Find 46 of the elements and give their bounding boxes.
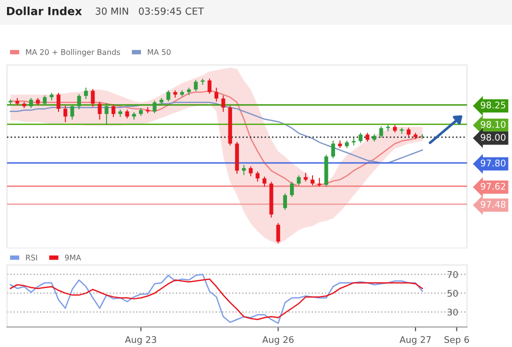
y-tick-label: 98.10 — [480, 121, 506, 128]
candlestick — [70, 104, 74, 120]
y-tick-label: 97.62 — [480, 182, 506, 190]
x-tick-label: Sep 6 — [444, 336, 469, 345]
candlestick — [296, 175, 301, 186]
y-tick-label: 97.80 — [480, 160, 506, 166]
candlestick — [290, 182, 294, 197]
candlestick — [256, 171, 260, 182]
candlestick — [358, 132, 363, 143]
y-tick-label: 30 — [448, 308, 458, 316]
x-tick-label: Aug 27 — [400, 336, 431, 345]
candlestick — [56, 92, 60, 112]
candlestick — [63, 106, 68, 122]
candlestick — [77, 94, 82, 110]
candlestick — [221, 95, 226, 112]
candlestick — [8, 99, 12, 106]
candlestick — [242, 165, 246, 176]
y-tick-label: 97.48 — [480, 200, 506, 208]
candlestick — [152, 100, 157, 114]
candlestick — [111, 104, 116, 118]
y-tick-label: 70 — [448, 271, 458, 278]
chart-subtitle: 30 MIN 03:59:45 CET — [96, 7, 204, 15]
candlestick — [317, 178, 322, 187]
chart-title: Dollar Index — [7, 6, 82, 16]
candlestick — [208, 78, 212, 94]
candlestick — [214, 88, 218, 102]
y-tick-label: 98.00 — [480, 134, 506, 141]
candlestick — [276, 223, 280, 244]
candlestick — [29, 98, 33, 108]
candlestick — [331, 140, 336, 158]
candlestick — [248, 166, 253, 176]
candlestick — [310, 175, 314, 186]
y-tick-label: 98.25 — [480, 102, 506, 109]
candlestick — [84, 88, 88, 99]
candlestick — [200, 78, 205, 85]
x-tick-label: Aug 23 — [124, 336, 156, 345]
candlestick — [98, 102, 102, 120]
y-tick-label: 50 — [448, 290, 458, 297]
candlestick — [42, 95, 47, 106]
candlestick — [379, 126, 384, 138]
candlestick — [166, 90, 170, 102]
candlestick — [262, 176, 266, 187]
candlestick — [352, 138, 356, 146]
candlestick — [283, 193, 287, 210]
x-tick-label: Aug 26 — [262, 336, 294, 345]
candlestick — [104, 103, 108, 125]
